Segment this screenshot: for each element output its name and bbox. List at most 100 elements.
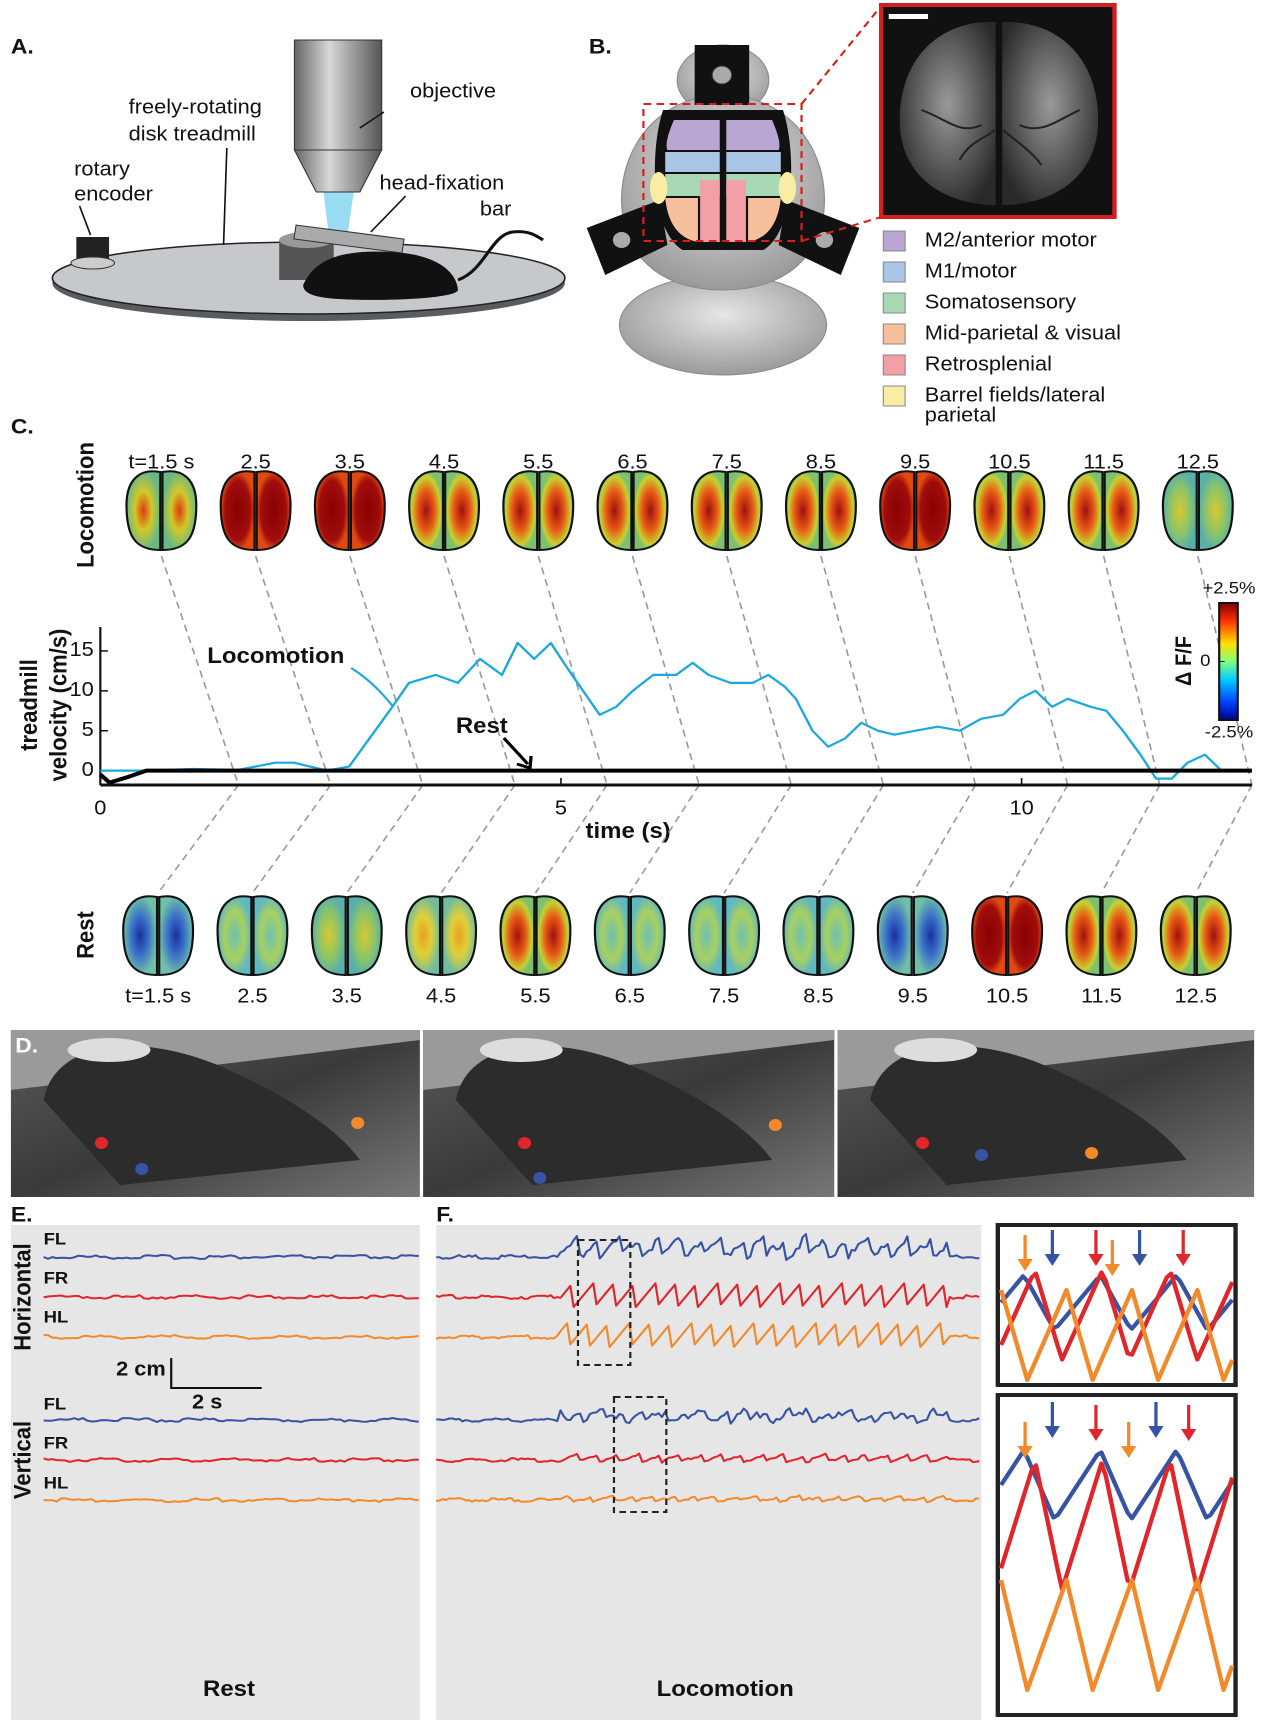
legend-label: Barrel fields/lateral xyxy=(925,384,1105,406)
frame-time: 12.5 xyxy=(1177,451,1219,473)
series-line xyxy=(100,771,1252,783)
connector xyxy=(727,556,792,785)
panel-label: A. xyxy=(11,34,34,58)
region xyxy=(700,180,720,242)
panel-label: B. xyxy=(589,34,612,58)
connector xyxy=(1101,785,1159,893)
frame-time: 12.5 xyxy=(1175,985,1217,1007)
label: head-fixation xyxy=(380,172,505,194)
keypoint xyxy=(95,1137,108,1149)
y-tick-label: 10 xyxy=(70,679,94,701)
cortex-map xyxy=(442,896,476,975)
y-axis-label: treadmill xyxy=(15,659,42,751)
connector xyxy=(538,556,607,785)
cortex-map xyxy=(689,896,723,975)
legend-label: M2/anterior motor xyxy=(925,229,1097,251)
scale-bar xyxy=(889,14,928,19)
cortex-map xyxy=(221,471,255,550)
page: Figure {"panels": { "A": {"label": "A.",… xyxy=(0,0,1265,1720)
cortex-map xyxy=(631,896,665,975)
panel-d: D. xyxy=(11,1030,1254,1197)
caption: Locomotion xyxy=(657,1676,794,1701)
cortex-map xyxy=(257,471,291,550)
cortex-map xyxy=(503,471,537,550)
cortex-map xyxy=(692,471,726,550)
annotation-line xyxy=(351,668,392,706)
encoder-base xyxy=(71,257,115,269)
frame-time: 9.5 xyxy=(898,985,928,1007)
frame-time: 8.5 xyxy=(803,985,833,1007)
cortex-map xyxy=(1103,896,1137,975)
label: bar xyxy=(480,198,512,220)
cortex-map xyxy=(445,471,479,550)
region xyxy=(665,152,720,172)
keypoint xyxy=(916,1137,929,1149)
legend-swatch xyxy=(883,355,905,375)
cortex-map xyxy=(1197,896,1231,975)
label: freely-rotating xyxy=(129,96,262,118)
connector xyxy=(818,785,883,893)
keypoint xyxy=(135,1163,148,1175)
body: A. objective freely-rotating disk treadm… xyxy=(0,0,1265,1720)
headplate xyxy=(894,1038,977,1062)
row-label: Vertical xyxy=(8,1421,35,1499)
frame-time: 6.5 xyxy=(617,451,647,473)
frame-time: 3.5 xyxy=(332,985,362,1007)
label: encoder xyxy=(74,183,153,205)
cortex-map xyxy=(786,471,820,550)
screw xyxy=(816,232,833,248)
connector xyxy=(256,556,331,785)
frame-time: 8.5 xyxy=(806,451,836,473)
panel-label: C. xyxy=(11,414,34,438)
legend-label: Mid-parietal & visual xyxy=(925,322,1121,344)
cortex-map xyxy=(820,896,854,975)
frame-time: 11.5 xyxy=(1083,451,1124,473)
cortex-map xyxy=(159,896,193,975)
x-tick-label: 5 xyxy=(555,797,567,819)
connector xyxy=(724,785,791,893)
frame-time: 4.5 xyxy=(429,451,459,473)
cortex-map xyxy=(162,471,196,550)
limb-label: FL xyxy=(44,1394,67,1413)
connector xyxy=(1196,785,1252,893)
legend-swatch xyxy=(883,386,905,406)
figure: A. objective freely-rotating disk treadm… xyxy=(0,0,1265,1720)
cortex-map xyxy=(123,896,157,975)
screw xyxy=(712,66,732,84)
cortex-map xyxy=(725,896,759,975)
cortex-map xyxy=(784,896,818,975)
leader xyxy=(371,196,406,232)
panel-label: D. xyxy=(15,1033,38,1057)
connector xyxy=(347,785,423,893)
cortex-map xyxy=(1105,471,1139,550)
cortex-map xyxy=(880,471,914,550)
limb-label: FR xyxy=(44,1268,69,1287)
connector xyxy=(633,556,700,785)
keypoint xyxy=(351,1117,364,1129)
region xyxy=(726,180,746,242)
frame-time: 5.5 xyxy=(523,451,553,473)
panel-label: F. xyxy=(436,1202,454,1226)
frame-time: 7.5 xyxy=(712,451,742,473)
legend-swatch xyxy=(883,324,905,344)
frame-time: 7.5 xyxy=(709,985,739,1007)
connector xyxy=(161,556,238,785)
colorbar-title: Δ F/F xyxy=(1172,636,1196,686)
connector xyxy=(1104,556,1160,785)
region xyxy=(726,152,781,172)
cortex-map xyxy=(218,896,252,975)
cortex-map xyxy=(127,471,161,550)
cortex-map xyxy=(1067,896,1101,975)
colorbar-label: -2.5% xyxy=(1205,722,1254,741)
cortex-map xyxy=(634,471,668,550)
cortex-map xyxy=(1008,896,1042,975)
keypoint xyxy=(1085,1147,1098,1159)
video-frames xyxy=(11,1030,1254,1197)
leader xyxy=(80,206,91,235)
frame-time: 2.5 xyxy=(240,451,270,473)
annotation-line xyxy=(504,738,531,768)
connector xyxy=(913,785,976,893)
frame-time: 10.5 xyxy=(988,451,1030,473)
keypoint xyxy=(533,1172,546,1184)
